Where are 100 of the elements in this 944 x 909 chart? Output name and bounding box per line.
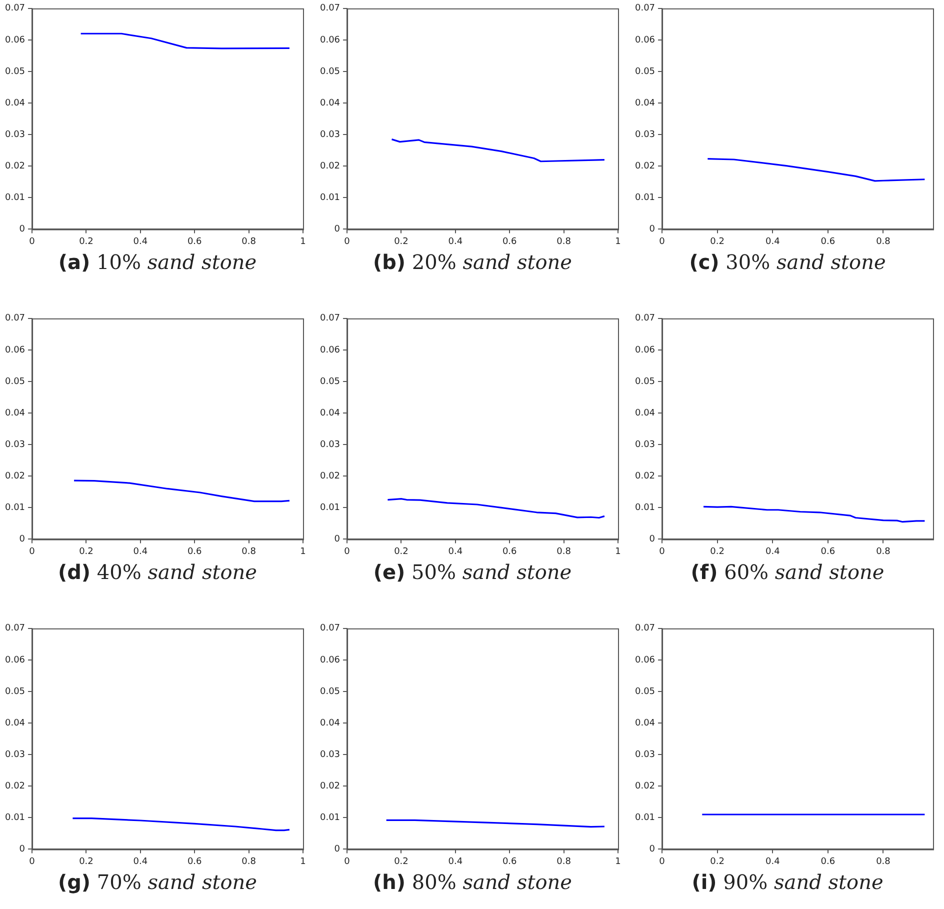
y-tick-label: 0.05: [634, 66, 656, 77]
x-tick-label: 0.6: [820, 546, 836, 557]
x-tick-label: 0: [659, 546, 666, 557]
y-tick-label: 0.03: [4, 440, 26, 450]
x-tick-label: 0: [344, 236, 350, 247]
y-tick-label: 0.03: [634, 440, 656, 450]
y-tick-label: 0.05: [4, 66, 26, 77]
y-tick-label: 0: [649, 534, 656, 545]
y-tick-label: 0.05: [4, 376, 26, 387]
x-tick-label: 0.8: [556, 236, 572, 247]
x-tick-label: 0.6: [820, 856, 836, 867]
x-tick-label: 0.6: [820, 236, 836, 247]
y-tick-label: 0.02: [634, 471, 656, 482]
x-tick-label: 0: [29, 546, 36, 557]
x-tick-label: 0.6: [187, 546, 202, 557]
y-tick-label: 0.02: [4, 471, 26, 482]
y-tick-label: 0.06: [4, 35, 26, 46]
y-tick-label: 0.06: [4, 345, 26, 356]
x-tick-label: 0: [344, 856, 350, 867]
text: (e) 50% sand stone: [372, 560, 573, 584]
y-tick-label: 0.03: [634, 750, 656, 760]
y-tick-label: 0.04: [320, 408, 340, 418]
x-tick-label: 0.6: [502, 856, 518, 867]
x-tick-label: 0.8: [242, 236, 256, 247]
y-tick-label: 0.04: [4, 408, 26, 418]
y-tick-label: 0.07: [4, 624, 26, 634]
y-tick-label: 0.04: [634, 718, 656, 728]
x-tick-label: 0.2: [79, 236, 94, 247]
y-tick-label: 0.07: [320, 4, 340, 14]
x-tick-label: 1: [300, 546, 306, 557]
x-tick-label: 0.4: [448, 236, 463, 247]
text: (b) 20% sand stone: [372, 250, 574, 274]
y-tick-label: 0.06: [634, 655, 656, 666]
x-tick-label: 1: [615, 236, 621, 247]
y-tick-label: 0.05: [320, 66, 340, 77]
y-tick-label: 0.06: [4, 655, 26, 666]
x-tick-label: 1: [615, 546, 621, 557]
y-tick-label: 0.04: [4, 98, 26, 108]
x-tick-label: 0: [344, 546, 350, 557]
y-tick-label: 0.07: [634, 624, 656, 634]
x-tick-label: 0.4: [765, 236, 780, 247]
y-tick-label: 0.03: [320, 130, 340, 140]
y-tick-label: 0: [649, 224, 656, 235]
x-tick-label: 0.4: [765, 546, 780, 557]
x-tick-label: 0.4: [133, 546, 148, 557]
x-tick-label: 0.6: [502, 546, 518, 557]
x-tick-label: 0: [29, 856, 36, 867]
x-tick-label: 0: [659, 236, 666, 247]
y-tick-label: 0.01: [320, 193, 340, 203]
y-tick-label: 0.06: [320, 655, 340, 666]
x-tick-label: 0.2: [394, 236, 408, 247]
y-tick-label: 0: [19, 534, 26, 545]
x-tick-label: 0.2: [710, 236, 724, 247]
x-tick-label: 1: [615, 856, 621, 867]
x-tick-label: 0.6: [187, 236, 202, 247]
y-tick-label: 0.01: [4, 813, 26, 823]
x-tick-label: 0.8: [876, 546, 891, 557]
y-tick-label: 0.07: [320, 314, 340, 324]
y-tick-label: 0.07: [4, 314, 26, 324]
y-tick-label: 0.01: [634, 193, 656, 203]
y-tick-label: 0.07: [4, 4, 26, 14]
y-tick-label: 0.04: [4, 718, 26, 728]
x-tick-label: 0: [659, 856, 666, 867]
x-tick-label: 0.8: [556, 546, 572, 557]
y-tick-label: 0.02: [320, 471, 340, 482]
y-tick-label: 0: [334, 844, 340, 855]
y-tick-label: 0.03: [320, 440, 340, 450]
y-tick-label: 0.07: [634, 314, 656, 324]
x-tick-label: 1: [300, 236, 306, 247]
y-tick-label: 0.01: [4, 193, 26, 203]
text: (c) 30% sand stone: [688, 250, 887, 274]
x-tick-label: 0.2: [79, 856, 94, 867]
y-tick-label: 0.01: [320, 813, 340, 823]
text: (f) 60% sand stone: [690, 560, 886, 584]
y-tick-label: 0.03: [4, 130, 26, 140]
x-tick-label: 0: [29, 236, 36, 247]
x-tick-label: 0.4: [133, 236, 148, 247]
y-tick-label: 0.06: [634, 345, 656, 356]
x-tick-label: 0.8: [556, 856, 572, 867]
y-tick-label: 0: [19, 844, 26, 855]
x-tick-label: 0.8: [876, 856, 891, 867]
y-tick-label: 0.02: [634, 161, 656, 172]
y-tick-label: 0.04: [634, 408, 656, 418]
x-tick-label: 0.2: [710, 856, 724, 867]
y-tick-label: 0.07: [634, 4, 656, 14]
y-tick-label: 0.05: [634, 686, 656, 697]
y-tick-label: 0.02: [320, 161, 340, 172]
x-tick-label: 0.2: [394, 546, 408, 557]
x-tick-label: 1: [300, 856, 306, 867]
y-tick-label: 0.07: [320, 624, 340, 634]
y-tick-label: 0.02: [320, 781, 340, 792]
x-tick-label: 0.4: [448, 856, 463, 867]
y-tick-label: 0.03: [320, 750, 340, 760]
text: (g) 70% sand stone: [56, 870, 258, 894]
y-tick-label: 0: [649, 844, 656, 855]
y-tick-label: 0.03: [4, 750, 26, 760]
x-tick-label: 0.8: [876, 236, 891, 247]
x-tick-label: 0.6: [502, 236, 518, 247]
y-tick-label: 0.05: [320, 376, 340, 387]
x-tick-label: 0.4: [448, 546, 463, 557]
